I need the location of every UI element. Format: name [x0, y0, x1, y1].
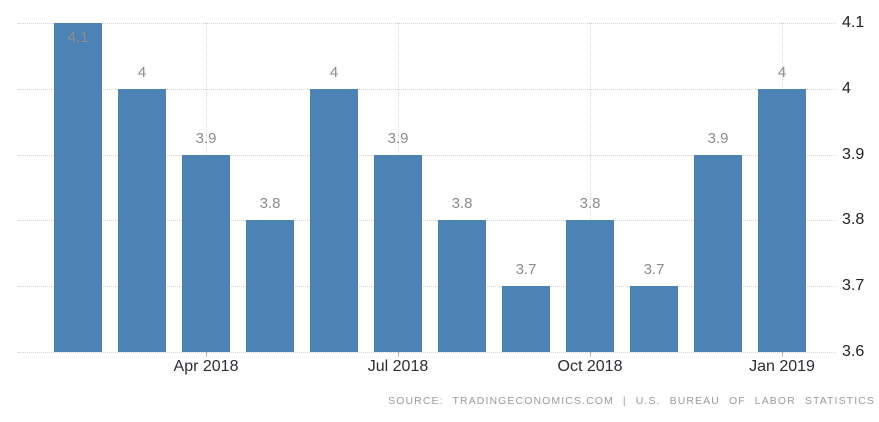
source-credit: SOURCE: TRADINGECONOMICS.COM | U.S. BURE… [388, 395, 875, 407]
bar[interactable] [182, 154, 230, 352]
bar-value-label: 4.1 [67, 29, 89, 46]
h-gridline [18, 220, 836, 222]
bar-value-label: 4 [329, 63, 339, 81]
x-tick-label: Oct 2018 [557, 358, 623, 375]
y-tick-label: 3.7 [842, 277, 865, 295]
plot-area: 4.1 4 3.9 3.8 4 3.9 3.8 3.7 3.8 3.7 3.9 4 [18, 23, 836, 357]
x-tick-mark [782, 352, 783, 357]
bar[interactable] [118, 88, 166, 352]
y-tick-label: 4.1 [842, 14, 865, 31]
h-gridline [18, 88, 836, 90]
bar-value-label: 4 [777, 63, 787, 81]
bar[interactable] [502, 286, 550, 352]
bar-value-label: 3.7 [515, 261, 537, 279]
x-tick-label: Jan 2019 [749, 358, 815, 375]
h-gridline [18, 286, 836, 288]
h-gridline [18, 23, 836, 24]
x-tick-mark [206, 352, 207, 357]
bar-value-label: 3.8 [451, 195, 473, 213]
bar-value-label: 3.8 [259, 195, 281, 213]
bar-value-label: 3.9 [195, 129, 217, 147]
bar[interactable] [438, 220, 486, 352]
bar[interactable] [246, 220, 294, 352]
bar[interactable] [694, 154, 742, 352]
bar[interactable] [758, 88, 806, 352]
bar-value-label: 3.7 [643, 261, 665, 279]
y-tick-label: 3.6 [842, 343, 865, 360]
h-gridline [18, 352, 836, 353]
bar-value-label: 3.8 [579, 195, 601, 213]
y-tick-label: 3.9 [842, 145, 865, 163]
y-tick-label: 4 [842, 79, 851, 97]
bar-value-label: 4 [137, 63, 147, 81]
bar[interactable] [310, 88, 358, 352]
bar[interactable] [566, 220, 614, 352]
v-gridline [590, 23, 591, 352]
bar[interactable] [54, 23, 102, 352]
y-tick-label: 3.8 [842, 211, 865, 229]
x-tick-mark [398, 352, 399, 357]
bar[interactable] [630, 286, 678, 352]
x-tick-label: Apr 2018 [173, 358, 239, 375]
x-tick-mark [590, 352, 591, 357]
h-gridline [18, 154, 836, 156]
bar-value-label: 3.9 [387, 129, 409, 147]
bar[interactable] [374, 154, 422, 352]
bar-value-label: 3.9 [707, 129, 729, 147]
x-tick-label: Jul 2018 [367, 358, 429, 375]
